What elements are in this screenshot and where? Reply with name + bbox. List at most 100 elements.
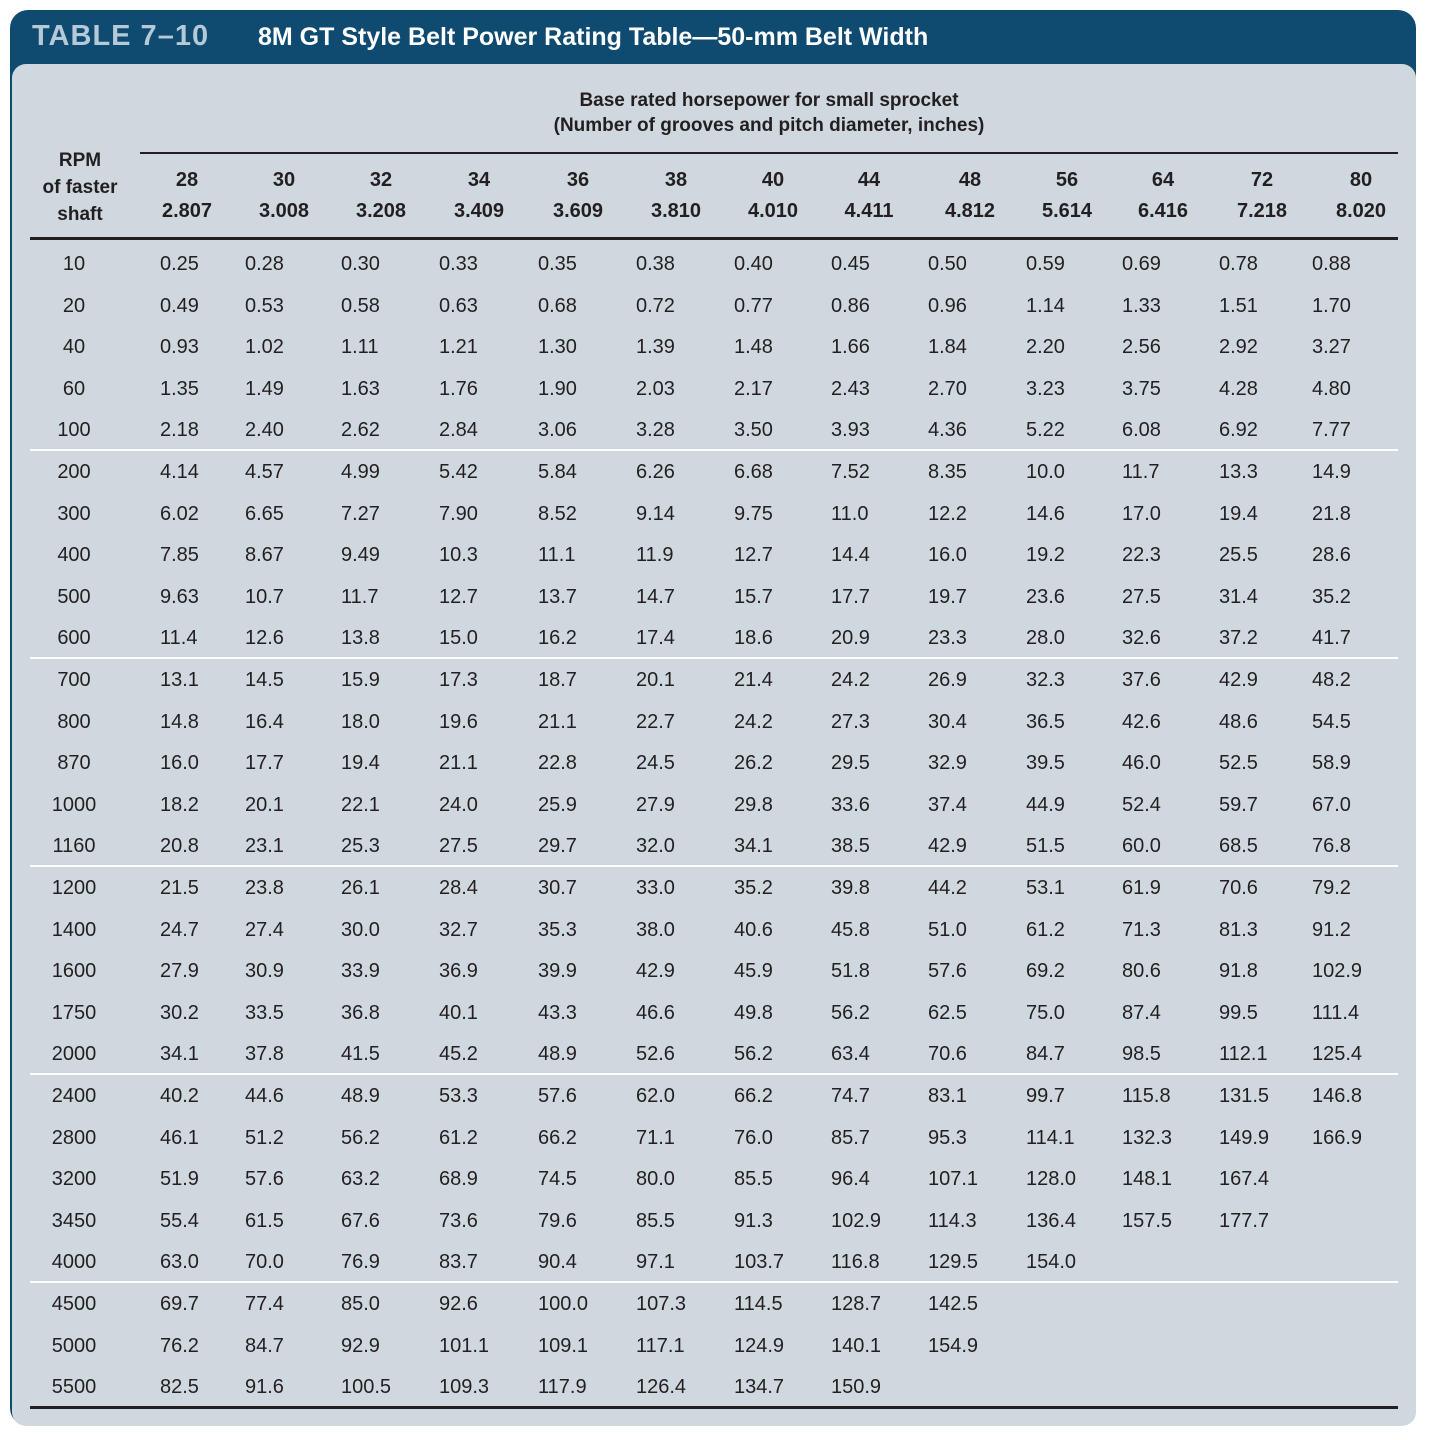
value-cell: 83.1 xyxy=(928,1085,967,1107)
value-cell: 0.50 xyxy=(928,253,967,275)
value-cell: 85.0 xyxy=(341,1293,380,1315)
value-cell: 13.7 xyxy=(538,585,577,608)
value-cell: 0.40 xyxy=(734,253,773,275)
table-bottom-rule xyxy=(30,1406,1398,1409)
value-cell: 0.45 xyxy=(831,253,870,275)
value-cell: 4.99 xyxy=(341,461,380,483)
value-cell: 34.1 xyxy=(160,1043,199,1066)
groove-count: 36 xyxy=(566,169,590,191)
pitch-diameter: 3.409 xyxy=(453,200,505,222)
value-cell: 1.51 xyxy=(1219,294,1258,317)
value-cell: 3.50 xyxy=(734,419,773,442)
value-cell: 9.75 xyxy=(734,502,773,525)
value-cell: 79.2 xyxy=(1312,877,1351,899)
value-cell: 115.8 xyxy=(1122,1085,1171,1107)
column-header-44: 44 4.411 xyxy=(823,165,915,227)
rpm-cell: 1200 xyxy=(51,877,97,899)
value-cell: 76.9 xyxy=(341,1251,380,1274)
value-cell: 10.7 xyxy=(245,585,284,608)
groove-count: 30 xyxy=(272,169,296,191)
value-cell: 177.7 xyxy=(1219,1209,1270,1232)
value-cell: 30.9 xyxy=(245,960,284,983)
pitch-diameter: 5.614 xyxy=(1041,200,1093,222)
value-cell: 13.1 xyxy=(160,669,199,691)
value-cell: 1.49 xyxy=(245,377,284,400)
value-cell: 10.3 xyxy=(439,544,478,567)
value-cell: 150.9 xyxy=(831,1376,882,1399)
pitch-diameter: 2.807 xyxy=(161,200,213,222)
value-cell: 37.4 xyxy=(928,793,967,816)
value-cell: 11.4 xyxy=(160,627,198,650)
value-cell: 2.03 xyxy=(636,377,675,400)
value-cell: 60.0 xyxy=(1122,835,1161,858)
value-cell: 48.2 xyxy=(1312,669,1351,691)
value-cell: 124.9 xyxy=(734,1334,785,1357)
value-cell: 6.65 xyxy=(245,502,284,525)
value-cell: 0.58 xyxy=(341,294,380,317)
groove-count: 80 xyxy=(1349,169,1373,191)
rpm-heading-line3: shaft xyxy=(57,204,103,225)
value-cell: 57.6 xyxy=(538,1085,577,1107)
value-cell: 69.2 xyxy=(1026,960,1065,983)
value-cell: 148.1 xyxy=(1122,1168,1173,1191)
value-cell: 55.4 xyxy=(160,1209,199,1232)
value-cell: 75.0 xyxy=(1026,1001,1065,1024)
value-cell: 32.0 xyxy=(636,835,675,858)
value-cell: 44.9 xyxy=(1026,793,1065,816)
value-cell: 12.7 xyxy=(439,585,478,608)
pitch-diameter: 8.020 xyxy=(1335,200,1387,222)
column-header-34: 34 3.409 xyxy=(433,165,525,227)
value-cell: 8.67 xyxy=(245,544,284,567)
value-cell: 3.28 xyxy=(636,419,675,442)
value-cell: 12.7 xyxy=(734,544,773,567)
value-cell: 76.0 xyxy=(734,1126,773,1149)
value-cell: 19.2 xyxy=(1026,544,1065,567)
value-cell: 17.0 xyxy=(1122,502,1161,525)
value-cell: 98.5 xyxy=(1122,1043,1161,1066)
value-cell: 2.84 xyxy=(439,419,478,442)
value-cell: 66.2 xyxy=(734,1085,773,1107)
value-cell: 2.62 xyxy=(341,419,380,442)
value-cell: 149.9 xyxy=(1219,1126,1270,1149)
value-cell: 11.1 xyxy=(538,544,576,567)
value-cell: 54.5 xyxy=(1312,710,1351,733)
value-cell: 28.0 xyxy=(1026,627,1065,650)
rpm-cell: 2800 xyxy=(51,1126,97,1149)
value-cell: 36.5 xyxy=(1026,710,1065,733)
value-cell: 39.5 xyxy=(1026,752,1065,775)
value-cell: 70.6 xyxy=(1219,877,1258,899)
title-bar: TABLE 7–10 8M GT Style Belt Power Rating… xyxy=(10,10,1416,66)
rpm-cell: 5000 xyxy=(51,1334,97,1357)
value-cell: 45.9 xyxy=(734,960,773,983)
value-cell: 1.84 xyxy=(928,336,967,359)
value-cell: 6.68 xyxy=(734,461,773,483)
value-cell: 0.38 xyxy=(636,253,675,275)
pitch-diameter: 3.008 xyxy=(258,200,310,222)
value-cell: 85.5 xyxy=(734,1168,773,1191)
value-cell: 9.14 xyxy=(636,502,675,525)
value-cell: 56.2 xyxy=(341,1126,380,1149)
value-cell: 26.2 xyxy=(734,752,773,775)
value-cell: 52.6 xyxy=(636,1043,675,1066)
groove-count: 32 xyxy=(369,169,393,191)
value-cell: 57.6 xyxy=(928,960,967,983)
value-cell: 27.4 xyxy=(245,918,284,941)
value-cell: 21.4 xyxy=(734,669,773,691)
rpm-cell: 100 xyxy=(57,419,91,442)
column-header-28: 28 2.807 xyxy=(141,165,233,227)
value-cell: 52.5 xyxy=(1219,752,1258,775)
value-cell: 125.4 xyxy=(1312,1043,1363,1066)
value-cell: 42.6 xyxy=(1122,710,1161,733)
value-cell: 46.0 xyxy=(1122,752,1161,775)
value-cell: 24.7 xyxy=(160,918,199,941)
value-cell: 45.8 xyxy=(831,918,870,941)
value-cell: 18.6 xyxy=(734,627,773,650)
value-cell: 128.7 xyxy=(831,1293,882,1315)
value-cell: 24.5 xyxy=(636,752,675,775)
rpm-cell: 4500 xyxy=(51,1293,97,1315)
value-cell: 4.28 xyxy=(1219,377,1258,400)
value-cell: 76.8 xyxy=(1312,835,1351,858)
pitch-diameter: 3.208 xyxy=(355,200,407,222)
value-cell: 5.84 xyxy=(538,461,577,483)
value-cell: 52.4 xyxy=(1122,793,1161,816)
